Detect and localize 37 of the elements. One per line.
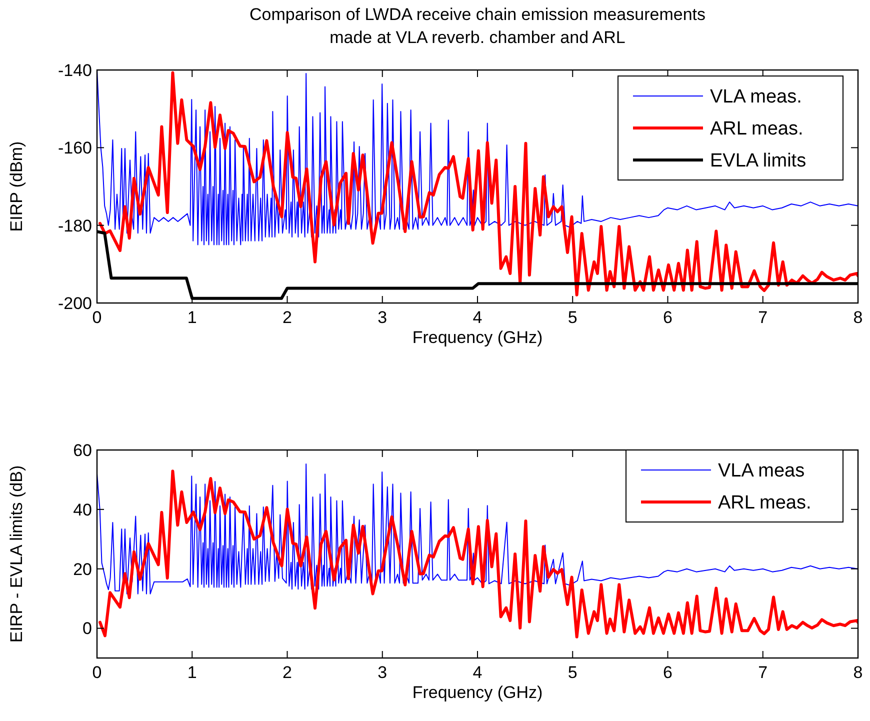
chart-title: Comparison of LWDA receive chain emission measurements made at VLA reverb. chamber and ARL xyxy=(249,5,706,47)
x-axis-title: Frequency (GHz) xyxy=(412,683,543,702)
x-tick-label: 6 xyxy=(663,308,672,327)
x-tick-label: 2 xyxy=(282,663,292,682)
y-tick-label: -160 xyxy=(58,138,92,158)
x-tick-label: 1 xyxy=(187,308,197,327)
x-tick-label: 4 xyxy=(472,663,482,682)
x-tick-label: 8 xyxy=(853,663,863,682)
legend-label: VLA meas. xyxy=(710,86,802,108)
x-tick-label: 4 xyxy=(472,308,482,327)
legend-label: EVLA limits xyxy=(710,150,806,172)
y-tick-label: -200 xyxy=(58,294,92,313)
x-tick-label: 7 xyxy=(758,308,768,327)
x-tick-label: 8 xyxy=(853,308,863,327)
y-axis-title: EIRP (dBm) xyxy=(7,141,26,232)
legend-label: ARL meas. xyxy=(718,492,812,514)
y-tick-label: 60 xyxy=(73,440,92,460)
line-series xyxy=(98,71,858,296)
x-tick-label: 1 xyxy=(187,663,197,682)
x-tick-label: 6 xyxy=(663,663,672,682)
x-tick-label: 3 xyxy=(378,663,388,682)
x-axis-title: Frequency (GHz) xyxy=(412,328,543,347)
line-series xyxy=(97,463,858,594)
legend-label: ARL meas. xyxy=(710,118,804,140)
y-tick-label: 0 xyxy=(82,619,92,638)
line-series xyxy=(97,70,858,246)
x-tick-label: 5 xyxy=(568,663,578,682)
y-axis-title: EIRP - EVLA limits (dB) xyxy=(7,465,26,643)
y-tick-label: 40 xyxy=(73,500,92,520)
x-tick-label: 7 xyxy=(758,663,768,682)
x-tick-label: 2 xyxy=(282,308,292,327)
y-tick-label: -180 xyxy=(58,216,92,236)
x-tick-label: 3 xyxy=(378,308,388,327)
y-tick-label: -140 xyxy=(58,60,92,80)
x-tick-label: 5 xyxy=(568,308,578,327)
legend-label: VLA meas xyxy=(718,460,805,482)
y-tick-label: 20 xyxy=(73,560,92,579)
